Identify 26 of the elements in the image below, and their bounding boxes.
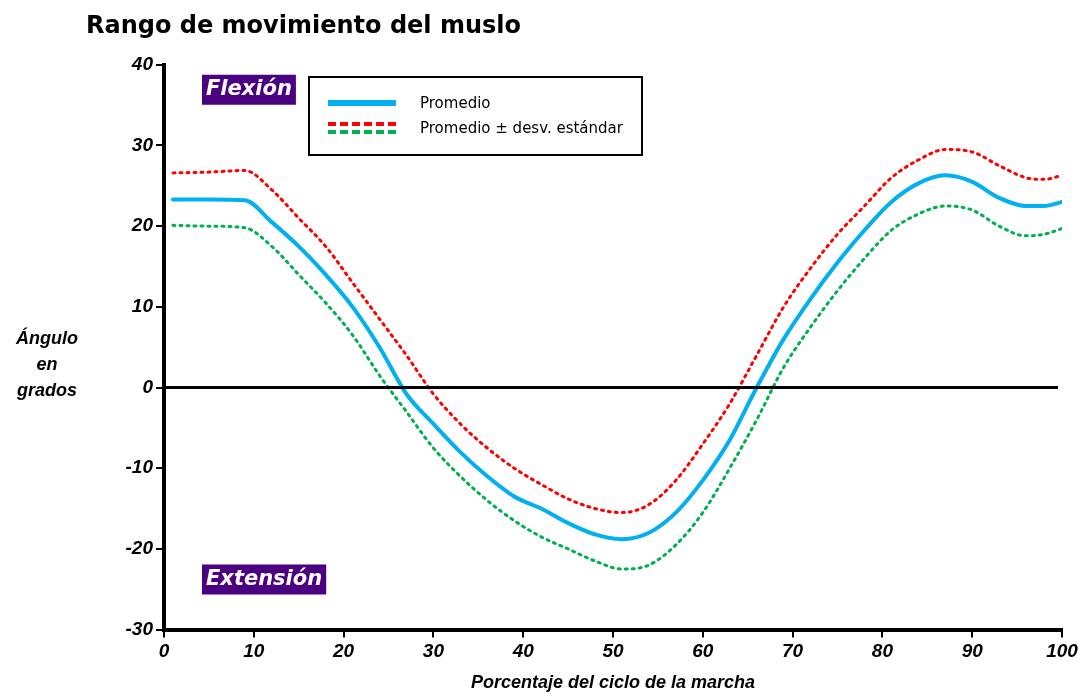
x-tick-label: 100 [1046,640,1079,662]
x-tick-label: 20 [332,640,355,662]
legend-label: Promedio ± desv. estándar [420,119,623,137]
x-tick-label: 10 [243,640,265,662]
x-axis-title: Porcentaje del ciclo de la marcha [470,672,756,693]
y-axis-title: Ángulo en grados [15,326,79,402]
x-tick-label: 80 [871,640,894,662]
y-tick-label: 10 [131,295,154,317]
x-tick-label: 50 [602,640,624,662]
y-tick-label: 30 [131,133,154,155]
chart-title: Rango de movimiento del muslo [86,10,522,39]
x-tick-label: 40 [511,640,535,662]
y-tick-label: -20 [125,537,154,559]
y-tick-label: -30 [125,617,154,639]
x-tick-label: 60 [692,640,714,662]
legend-label: Promedio [420,94,491,112]
x-tick-label: 90 [961,640,984,662]
x-tick-label: 70 [782,640,804,662]
x-tick-label: 30 [422,640,445,662]
y-tick-label: 0 [142,375,154,397]
y-tick-label: -10 [125,456,154,478]
y-tick-label: 40 [130,53,154,75]
y-tick-label: 20 [130,214,154,236]
annotation: Flexión [206,76,292,101]
x-tick-label: 0 [158,640,170,662]
annotation: Extensión [206,566,323,591]
